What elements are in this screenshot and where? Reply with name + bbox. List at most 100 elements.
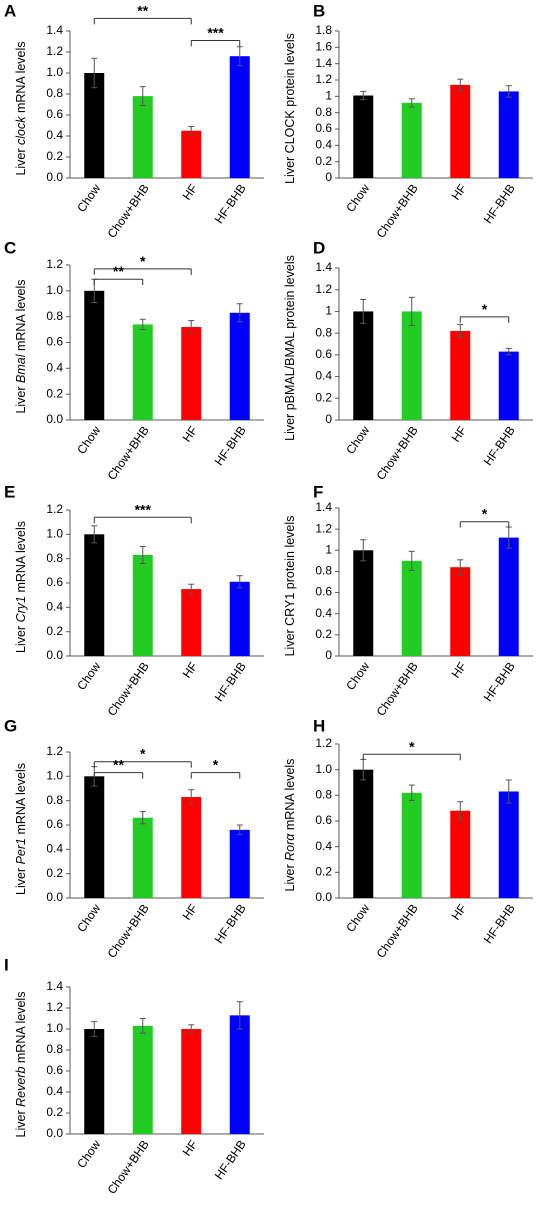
y-tick-label: 1.8 <box>315 23 332 37</box>
y-tick-label: 1 <box>325 89 332 103</box>
bar-hf-bhb <box>498 91 519 178</box>
y-axis-label-part: mRNA levels <box>14 763 28 838</box>
y-tick-label: 0.6 <box>46 335 63 349</box>
y-axis-label-part: Liver <box>14 1107 28 1138</box>
x-tick-label: HF <box>180 182 201 203</box>
y-tick-label: 1.4 <box>315 500 332 514</box>
y-axis-label-part: Rorα <box>283 833 297 861</box>
x-tick-label: Chow+BHB <box>374 424 421 483</box>
y-tick-label: 1.4 <box>315 56 332 70</box>
panel-letter: C <box>4 238 16 257</box>
bar-chow <box>353 311 374 420</box>
y-tick-label: 1 <box>325 304 332 318</box>
y-tick-label: 0.2 <box>46 149 63 163</box>
significance-label: ** <box>137 2 148 18</box>
significance-label: ** <box>113 263 124 279</box>
panel-g: G 0.0 0.2 0.4 0.6 0.8 1.0 1.2 Liver Per1 mRNA le… <box>4 716 264 961</box>
significance-bracket: * <box>459 506 510 528</box>
y-tick-label: 0.2 <box>46 866 63 880</box>
significance-bracket: * <box>362 738 461 761</box>
y-tick-label: 0.4 <box>315 606 332 620</box>
y-tick-label: 0.8 <box>315 105 332 119</box>
y-tick-label: 0.2 <box>46 386 63 400</box>
y-tick-label: 1.2 <box>46 744 63 758</box>
x-tick-label: Chow <box>343 423 372 456</box>
bar-hf <box>181 130 202 178</box>
y-tick-label: 0.2 <box>46 1105 63 1119</box>
panel-letter: E <box>4 482 15 501</box>
y-axis-label-part: Cry1 <box>14 596 28 622</box>
bar-hf-bhb <box>498 791 519 898</box>
bar-chow <box>353 95 374 178</box>
panel-letter: I <box>4 955 9 974</box>
y-axis-label: Liver Bmal mRNA levels <box>14 279 28 413</box>
x-tick-label: Chow <box>343 901 372 934</box>
y-tick-label: 1.0 <box>46 527 63 541</box>
x-tick-label: HF <box>449 660 470 681</box>
bar-hf-bhb <box>229 581 250 656</box>
y-axis-label-part: Bmal <box>14 353 28 383</box>
significance-bracket: * <box>459 301 510 323</box>
x-tick-label: HF-BHB <box>212 1138 249 1183</box>
bar-chow-bhb <box>132 1025 153 1134</box>
y-tick-label: 0.8 <box>315 325 332 339</box>
y-axis-label-part: Liver CRY1 protein levels <box>283 516 297 657</box>
x-tick-label: Chow <box>74 423 103 456</box>
bar-hf-bhb <box>229 829 250 898</box>
bar-chow <box>353 550 374 656</box>
y-axis-label: Liver CLOCK protein levels <box>283 33 297 184</box>
x-tick-label: Chow <box>74 1137 103 1170</box>
bar-hf-bhb <box>229 1015 250 1134</box>
bar-chow-bhb <box>132 96 153 178</box>
significance-label: * <box>482 506 488 522</box>
y-tick-label: 1.2 <box>315 282 332 296</box>
bar-chow-bhb <box>132 324 153 420</box>
panel-e: E 0.0 0.2 0.4 0.6 0.8 1.0 1.2 Liver Cry1 mRNA le… <box>4 482 264 719</box>
y-tick-label: 1.2 <box>46 257 63 271</box>
y-tick-label: 0.2 <box>315 627 332 641</box>
bar-hf <box>181 327 202 420</box>
y-tick-label: 1 <box>325 542 332 556</box>
significance-bracket: *** <box>190 24 241 47</box>
x-tick-label: Chow <box>74 181 103 214</box>
y-axis-label: Liver Per1 mRNA levels <box>14 763 28 895</box>
y-tick-label: 1.0 <box>46 769 63 783</box>
y-tick-label: 0.2 <box>315 390 332 404</box>
y-tick-label: 0.4 <box>315 138 332 152</box>
y-tick-label: 0 <box>325 170 332 184</box>
y-tick-label: 0.8 <box>46 1042 63 1056</box>
significance-label: *** <box>135 501 152 517</box>
y-tick-label: 0.8 <box>46 793 63 807</box>
x-tick-label: Chow+BHB <box>105 660 152 719</box>
x-tick-label: HF-BHB <box>481 660 518 705</box>
significance-bracket: ** <box>93 2 192 25</box>
bar-chow <box>84 290 105 420</box>
bar-hf-bhb <box>498 537 519 656</box>
panel-h: H 0.0 0.2 0.4 0.6 0.8 1.0 1.2 Liver Rorα mRNA le… <box>283 716 533 961</box>
y-axis-label: Liver pBMAL/BMAL protein levels <box>283 255 297 441</box>
bar-chow-bhb <box>401 102 422 178</box>
x-tick-label: HF-BHB <box>212 424 249 469</box>
y-axis-label-part: Per1 <box>14 838 28 864</box>
x-tick-label: HF-BHB <box>212 660 249 705</box>
significance-bracket: * <box>93 746 192 768</box>
x-tick-label: HF <box>449 424 470 445</box>
y-axis-label-part: Liver <box>14 383 28 414</box>
y-tick-label: 0.6 <box>315 347 332 361</box>
y-tick-label: 0.4 <box>315 369 332 383</box>
y-tick-label: 0.6 <box>315 813 332 827</box>
x-tick-label: Chow+BHB <box>374 182 421 241</box>
x-tick-label: HF <box>180 1138 201 1159</box>
bar-chow-bhb <box>132 817 153 898</box>
y-tick-label: 0.6 <box>315 121 332 135</box>
bar-hf <box>450 567 471 656</box>
y-tick-label: 1.0 <box>315 762 332 776</box>
panel-f: F 0 0.2 0.4 0.6 0.8 1 1.2 1.4 Liver CRY1 protein … <box>283 482 533 719</box>
y-tick-label: 1.2 <box>46 502 63 516</box>
y-tick-label: 1.4 <box>315 260 332 274</box>
y-tick-label: 0.4 <box>46 600 63 614</box>
x-tick-label: HF-BHB <box>481 902 518 947</box>
y-tick-label: 0.8 <box>46 551 63 565</box>
x-tick-label: Chow+BHB <box>374 902 421 961</box>
